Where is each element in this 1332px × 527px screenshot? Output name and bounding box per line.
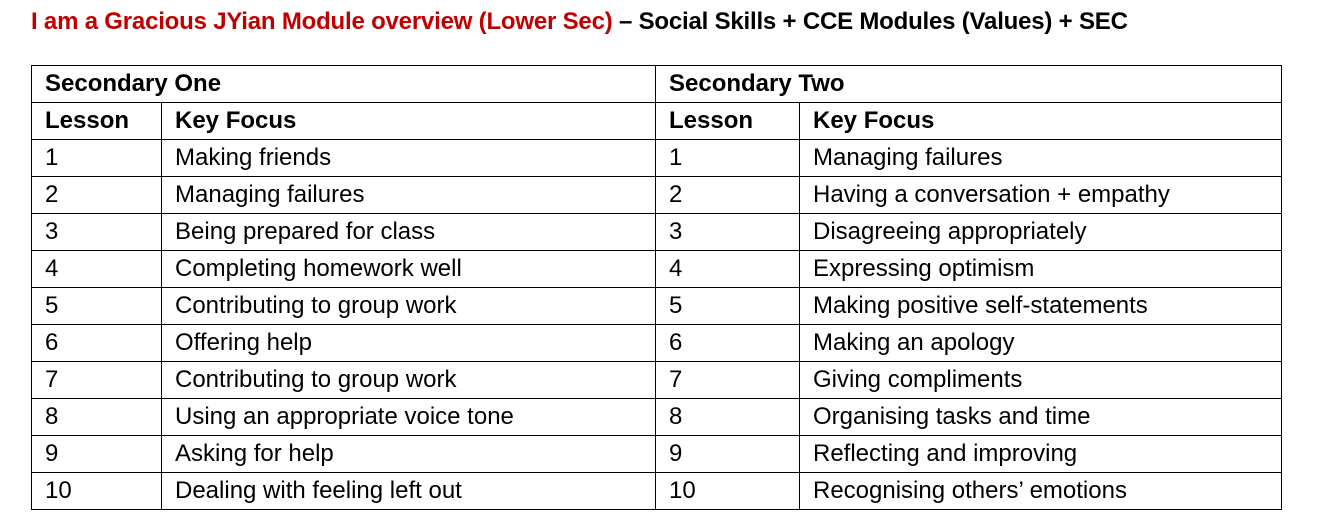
- column-header-lesson: Lesson: [655, 102, 800, 140]
- table-row: 7 Contributing to group work 7 Giving compl…: [31, 361, 1282, 399]
- sec2-lesson-number: 8: [655, 398, 800, 436]
- sec1-key-focus: Asking for help: [161, 435, 656, 473]
- column-header-key-focus: Key Focus: [161, 102, 656, 140]
- sec1-key-focus: Contributing to group work: [161, 361, 656, 399]
- group-header-row: Secondary One Secondary Two: [31, 65, 1282, 103]
- sec1-lesson-number: 9: [31, 435, 162, 473]
- table-row: 4 Completing homework well 4 Expressing opt…: [31, 250, 1282, 288]
- sec2-key-focus: Managing failures: [799, 139, 1282, 177]
- sec1-key-focus: Managing failures: [161, 176, 656, 214]
- sec2-lesson-number: 10: [655, 472, 800, 510]
- column-header-row: Lesson Key Focus Lesson Key Focus: [31, 102, 1282, 140]
- sec2-lesson-number: 6: [655, 324, 800, 362]
- sec1-lesson-number: 8: [31, 398, 162, 436]
- sec1-key-focus: Completing homework well: [161, 250, 656, 288]
- table-row: 2 Managing failures 2 Having a conversation…: [31, 176, 1282, 214]
- sec2-key-focus: Making positive self-statements: [799, 287, 1282, 325]
- sec1-key-focus: Making friends: [161, 139, 656, 177]
- table-body: 1 Making friends 1 Managing failures 2 Managi…: [31, 139, 1282, 510]
- sec1-key-focus: Offering help: [161, 324, 656, 362]
- sec2-key-focus: Expressing optimism: [799, 250, 1282, 288]
- table-row: 3 Being prepared for class 3 Disagreeing ap…: [31, 213, 1282, 251]
- sec2-lesson-number: 1: [655, 139, 800, 177]
- sec1-key-focus: Being prepared for class: [161, 213, 656, 251]
- sec2-key-focus: Recognising others’ emotions: [799, 472, 1282, 510]
- table-row: 9 Asking for help 9 Reflecting and improvin…: [31, 435, 1282, 473]
- sec2-lesson-number: 2: [655, 176, 800, 214]
- table-row: 5 Contributing to group work 5 Making posit…: [31, 287, 1282, 325]
- sec2-lesson-number: 5: [655, 287, 800, 325]
- sec1-lesson-number: 10: [31, 472, 162, 510]
- sec1-key-focus: Contributing to group work: [161, 287, 656, 325]
- heading-subtitle: – Social Skills + CCE Modules (Values) +…: [612, 8, 1128, 35]
- sec1-lesson-number: 1: [31, 139, 162, 177]
- column-header-key-focus: Key Focus: [799, 102, 1282, 140]
- sec2-key-focus: Making an apology: [799, 324, 1282, 362]
- table-row: 8 Using an appropriate voice tone 8 Organis…: [31, 398, 1282, 436]
- table-row: 1 Making friends 1 Managing failures: [31, 139, 1282, 177]
- sec1-lesson-number: 2: [31, 176, 162, 214]
- sec1-lesson-number: 5: [31, 287, 162, 325]
- sec1-key-focus: Using an appropriate voice tone: [161, 398, 656, 436]
- table-row: 10 Dealing with feeling left out 10 Recogni…: [31, 472, 1282, 510]
- heading-title: I am a Gracious JYian Module overview (L…: [31, 8, 613, 35]
- sec1-lesson-number: 3: [31, 213, 162, 251]
- sec2-lesson-number: 3: [655, 213, 800, 251]
- module-overview-table: Secondary One Secondary Two Lesson Key F…: [31, 65, 1282, 510]
- sec2-lesson-number: 9: [655, 435, 800, 473]
- sec2-key-focus: Organising tasks and time: [799, 398, 1282, 436]
- sec2-key-focus: Having a conversation + empathy: [799, 176, 1282, 214]
- sec1-lesson-number: 7: [31, 361, 162, 399]
- sec1-lesson-number: 6: [31, 324, 162, 362]
- group-header-secondary-one: Secondary One: [31, 65, 656, 103]
- group-header-secondary-two: Secondary Two: [655, 65, 1282, 103]
- table-row: 6 Offering help 6 Making an apology: [31, 324, 1282, 362]
- sec2-key-focus: Disagreeing appropriately: [799, 213, 1282, 251]
- sec1-key-focus: Dealing with feeling left out: [161, 472, 656, 510]
- sec2-key-focus: Giving compliments: [799, 361, 1282, 399]
- column-header-lesson: Lesson: [31, 102, 162, 140]
- sec2-lesson-number: 7: [655, 361, 800, 399]
- sec2-key-focus: Reflecting and improving: [799, 435, 1282, 473]
- sec2-lesson-number: 4: [655, 250, 800, 288]
- sec1-lesson-number: 4: [31, 250, 162, 288]
- page-heading: I am a Gracious JYian Module overview (L…: [31, 8, 1128, 36]
